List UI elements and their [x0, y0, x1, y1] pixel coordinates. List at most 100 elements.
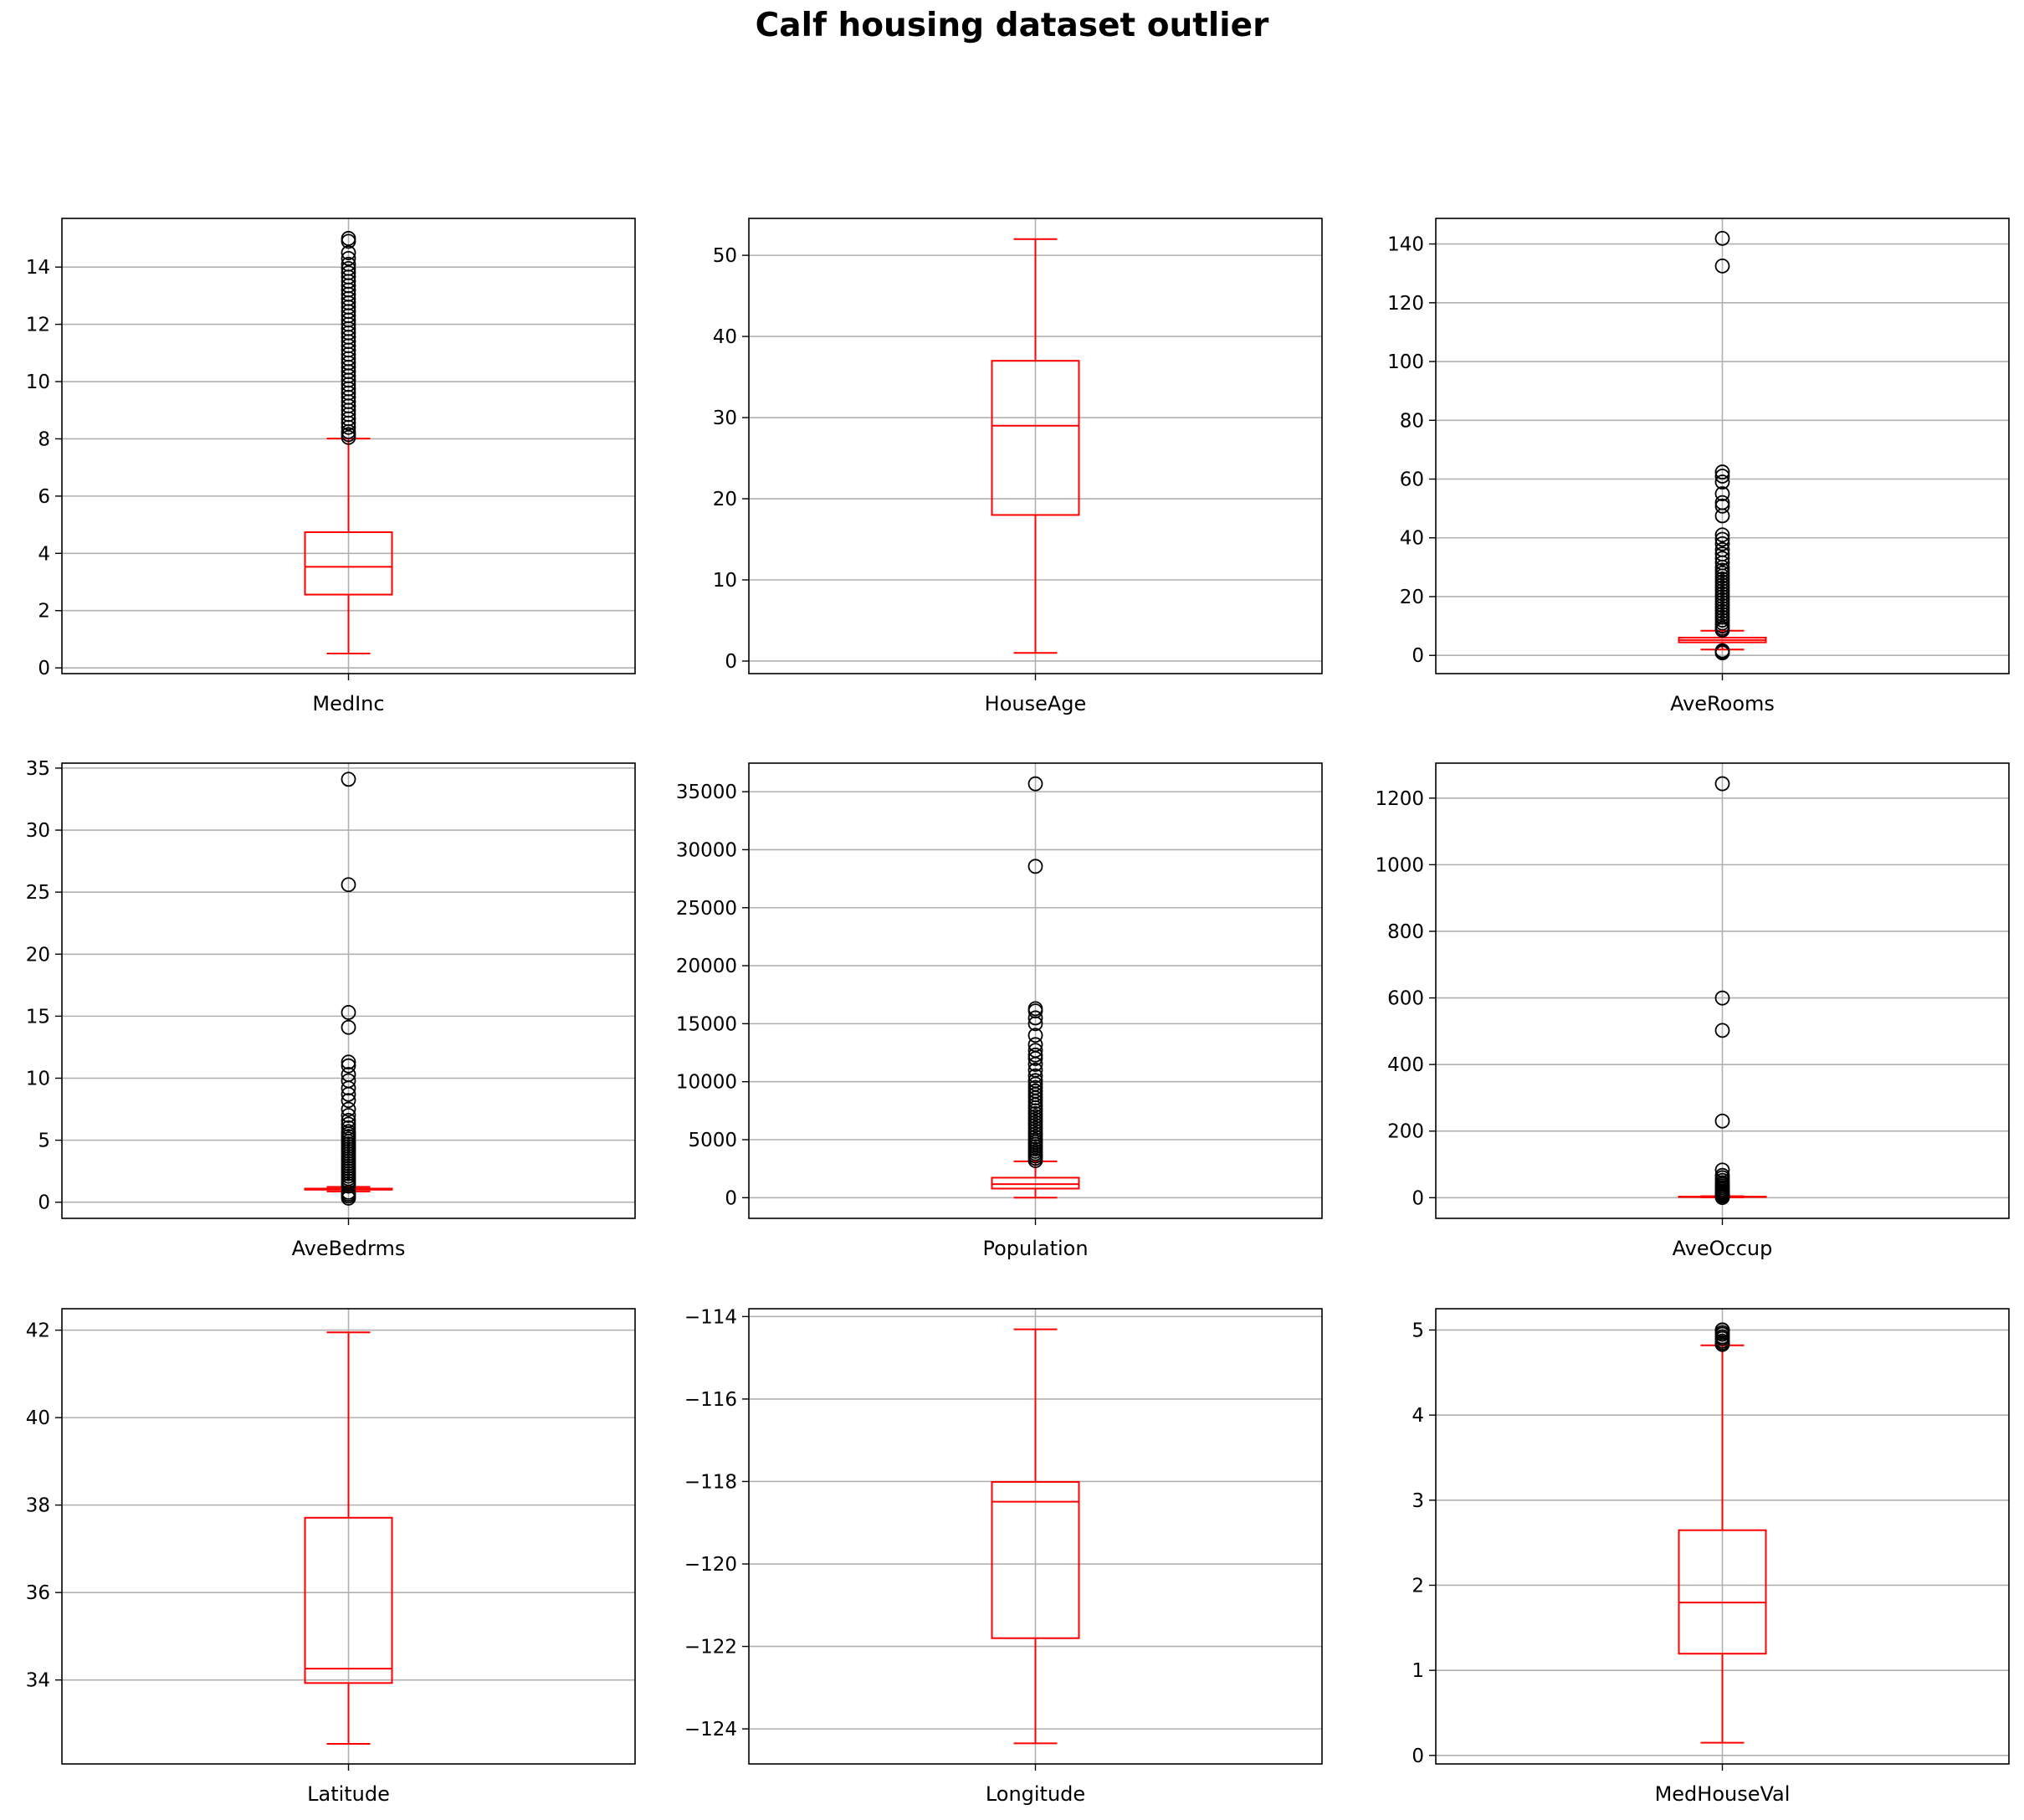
- x-tick-label: Population: [982, 1237, 1088, 1260]
- y-tick-label: 10000: [676, 1072, 737, 1094]
- outlier-point: [341, 1108, 356, 1123]
- subplot-population: 0 5000 10000 15000 20000 25000 30000 35000 Popul…: [676, 762, 1323, 1260]
- y-tick-label: 6: [38, 486, 50, 508]
- subplot-medinc: 0 2 4 6 8 10 12 14 MedInc: [26, 218, 636, 715]
- outlier-point: [341, 1120, 356, 1136]
- outlier-point: [341, 1093, 356, 1109]
- outlier-point: [1027, 1079, 1043, 1095]
- outlier-point: [1714, 990, 1730, 1006]
- axes-frame: [1435, 218, 2010, 674]
- outlier-point: [1714, 464, 1730, 479]
- y-tick-label: 0: [725, 651, 737, 673]
- subplot-averooms: 0 20 40 60 80 100 120 140 AveRooms: [1387, 218, 2010, 715]
- outlier-point: [1714, 527, 1730, 543]
- y-tick-label: 25: [26, 882, 50, 904]
- box-iqr: [991, 1480, 1080, 1639]
- y-tick-label: 800: [1387, 921, 1424, 943]
- y-tick-label: 2: [1412, 1575, 1424, 1597]
- outlier-point: [341, 231, 356, 246]
- outlier-point: [1027, 1037, 1043, 1053]
- y-tick-label: 30: [26, 820, 50, 842]
- outlier-point: [1714, 469, 1730, 484]
- outlier-point: [341, 250, 356, 266]
- y-tick-label: 20: [713, 489, 737, 510]
- y-tick-label: 40: [26, 1407, 50, 1429]
- y-tick-label: 80: [1400, 410, 1424, 432]
- outlier-point: [1714, 776, 1730, 792]
- outlier-point: [341, 1124, 356, 1140]
- y-tick-label: 4: [38, 543, 50, 565]
- axes-frame: [748, 762, 1323, 1219]
- y-tick-label: 0: [38, 658, 50, 679]
- x-tick-label: Longitude: [986, 1782, 1085, 1806]
- y-tick-label: 20: [26, 944, 50, 966]
- outlier-point: [1714, 258, 1730, 274]
- y-tick-label: 40: [713, 326, 737, 348]
- axes-frame: [61, 218, 636, 674]
- outlier-point: [341, 1112, 356, 1128]
- outlier-point: [341, 1067, 356, 1082]
- outlier-point: [1714, 1113, 1730, 1129]
- subplot-medhouseval: 0 1 2 3 4 5 MedHouseVal: [1412, 1308, 2010, 1806]
- outlier-point: [1027, 859, 1043, 874]
- axes-frame: [61, 762, 636, 1219]
- y-tick-label: 20: [1400, 587, 1424, 608]
- subplot-longitude: −124 −122 −120 −118 −116 −114 Longitude: [684, 1306, 1323, 1806]
- y-tick-label: 1200: [1375, 788, 1424, 810]
- axes-frame: [1435, 762, 2010, 1219]
- x-tick-label: HouseAge: [985, 692, 1087, 715]
- y-tick-label: 200: [1387, 1121, 1424, 1143]
- outlier-point: [341, 1073, 356, 1089]
- y-tick-label: 0: [1412, 1746, 1424, 1767]
- outlier-point: [341, 1101, 356, 1117]
- x-tick-label: AveOccup: [1673, 1237, 1773, 1260]
- y-tick-label: 30: [713, 408, 737, 429]
- outlier-point: [1714, 474, 1730, 490]
- outlier-point: [1027, 1083, 1043, 1099]
- y-tick-label: −122: [684, 1637, 737, 1659]
- outlier-point: [1714, 551, 1730, 567]
- y-tick-label: 600: [1387, 988, 1424, 1010]
- x-tick-label: MedInc: [312, 692, 384, 715]
- y-tick-label: 5000: [688, 1130, 737, 1151]
- y-tick-label: 140: [1387, 234, 1424, 256]
- y-tick-label: 10: [26, 372, 50, 393]
- y-tick-label: 8: [38, 428, 50, 450]
- x-tick-label: AveBedrms: [292, 1237, 406, 1260]
- subplot-avebedrms: 0 5 10 15 20 25 30 35 AveBedrms: [26, 758, 636, 1260]
- outlier-point: [341, 1058, 356, 1074]
- y-tick-label: 5: [38, 1130, 50, 1152]
- outlier-point: [1714, 1162, 1730, 1178]
- chart-title: Calf housing dataset outlier: [755, 7, 1269, 44]
- y-tick-label: −120: [684, 1554, 737, 1576]
- axes-frame: [748, 1308, 1323, 1765]
- box-iqr: [304, 531, 393, 596]
- outlier-point: [1027, 1047, 1043, 1063]
- y-tick-label: 60: [1400, 469, 1424, 491]
- y-tick-label: 40: [1400, 528, 1424, 550]
- outlier-point: [1027, 1001, 1043, 1017]
- outlier-point: [341, 1116, 356, 1132]
- y-tick-label: −114: [684, 1306, 737, 1328]
- y-tick-label: 15: [26, 1006, 50, 1028]
- subplot-houseage: 0 10 20 30 40 50 HouseAge: [713, 218, 1323, 715]
- axes-frame: [748, 218, 1323, 674]
- outlier-point: [1714, 486, 1730, 501]
- subplot-aveoccup: 0 200 400 600 800 1000 1200 AveOccup: [1375, 762, 2010, 1260]
- outlier-point: [1714, 536, 1730, 551]
- axes-frame: [1435, 1308, 2010, 1765]
- y-tick-label: 12: [26, 315, 50, 336]
- outlier-point: [1714, 531, 1730, 547]
- outlier-point: [1027, 1068, 1043, 1084]
- outlier-point: [1714, 643, 1730, 659]
- y-tick-label: 400: [1387, 1054, 1424, 1076]
- outlier-point: [341, 1019, 356, 1035]
- y-tick-label: 5: [1412, 1320, 1424, 1341]
- y-tick-label: 0: [38, 1192, 50, 1214]
- y-tick-label: −118: [684, 1471, 737, 1493]
- box-iqr: [991, 360, 1080, 516]
- y-tick-label: 35: [26, 758, 50, 780]
- outlier-point: [1714, 546, 1730, 561]
- y-tick-label: 0: [725, 1187, 737, 1209]
